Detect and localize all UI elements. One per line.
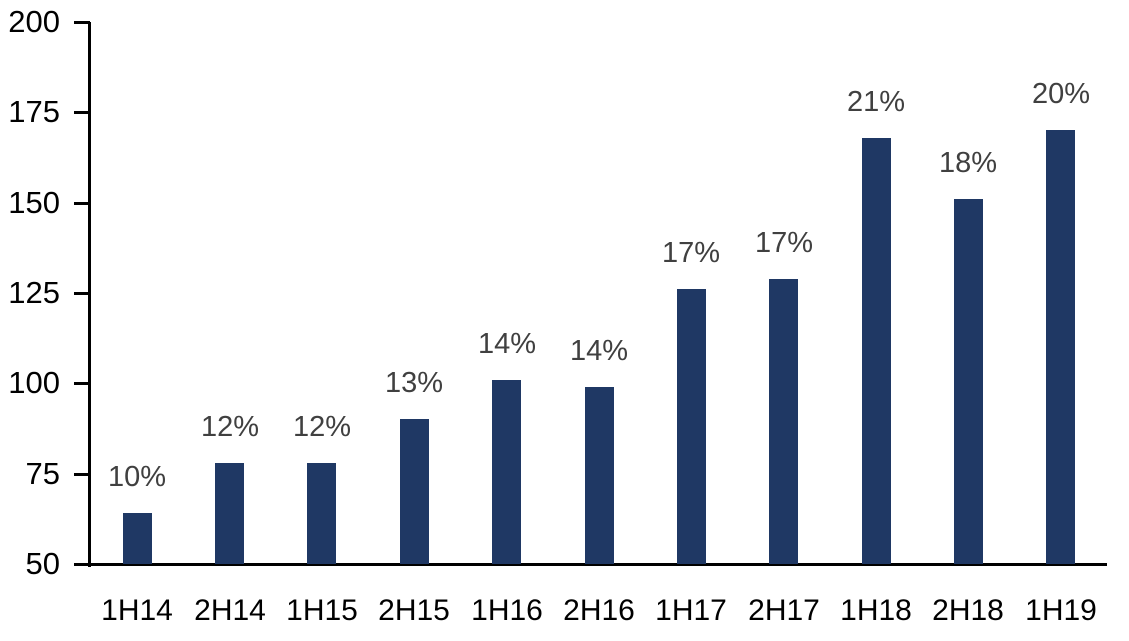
bar-value-label-1H16: 14% [477, 328, 537, 360]
y-tick-mark [74, 21, 90, 24]
bar-value-label-1H17: 17% [661, 237, 721, 269]
y-tick-label: 100 [8, 365, 60, 401]
y-tick-mark [74, 472, 90, 476]
bar-1H19 [1046, 130, 1075, 564]
y-tick-mark [74, 111, 90, 115]
y-tick-label: 150 [8, 184, 60, 220]
x-tick-label-1H15: 1H15 [286, 594, 358, 627]
y-tick-label: 75 [25, 455, 60, 491]
y-tick-label: 125 [8, 275, 60, 310]
x-tick-label-1H19: 1H19 [1025, 594, 1097, 627]
bar-1H16 [492, 380, 521, 564]
x-axis-line [74, 563, 1107, 566]
bar-value-label-2H15: 13% [384, 367, 444, 399]
bar-value-label-1H18: 21% [846, 86, 906, 118]
bar-value-label-2H18: 18% [938, 147, 998, 179]
x-tick-label-2H17: 2H17 [748, 594, 820, 627]
x-tick-label-1H14: 1H14 [101, 594, 173, 627]
x-tick-label-2H18: 2H18 [932, 594, 1004, 627]
x-tick-label-1H17: 1H17 [655, 594, 727, 627]
x-tick-label-2H16: 2H16 [563, 594, 635, 627]
y-tick-mark [74, 382, 90, 386]
bar-2H15 [400, 419, 429, 564]
x-tick-label-2H15: 2H15 [378, 594, 450, 627]
bar-1H18 [862, 138, 891, 564]
bar-2H18 [954, 199, 983, 564]
bar-value-label-1H19: 20% [1031, 78, 1091, 110]
y-tick-mark [74, 292, 90, 295]
bar-2H16 [585, 387, 614, 564]
bar-value-label-1H14: 10% [107, 461, 167, 493]
x-tick-label-1H16: 1H16 [471, 594, 543, 627]
bar-2H17 [769, 279, 798, 564]
y-tick-label: 175 [8, 94, 60, 130]
bar-1H17 [677, 289, 706, 564]
y-tick-label: 50 [25, 546, 60, 581]
bar-value-label-1H15: 12% [292, 411, 352, 443]
bar-value-label-2H17: 17% [754, 227, 814, 259]
y-tick-mark [74, 201, 90, 205]
x-tick-label-1H18: 1H18 [840, 594, 912, 627]
bar-value-label-2H16: 14% [569, 335, 629, 367]
x-tick-label-2H14: 2H14 [194, 594, 266, 627]
bar-value-label-2H14: 12% [200, 411, 260, 443]
bar-2H14 [215, 463, 244, 564]
y-tick-label: 200 [8, 4, 60, 39]
bar-1H15 [307, 463, 336, 564]
bar-1H14 [123, 513, 152, 564]
